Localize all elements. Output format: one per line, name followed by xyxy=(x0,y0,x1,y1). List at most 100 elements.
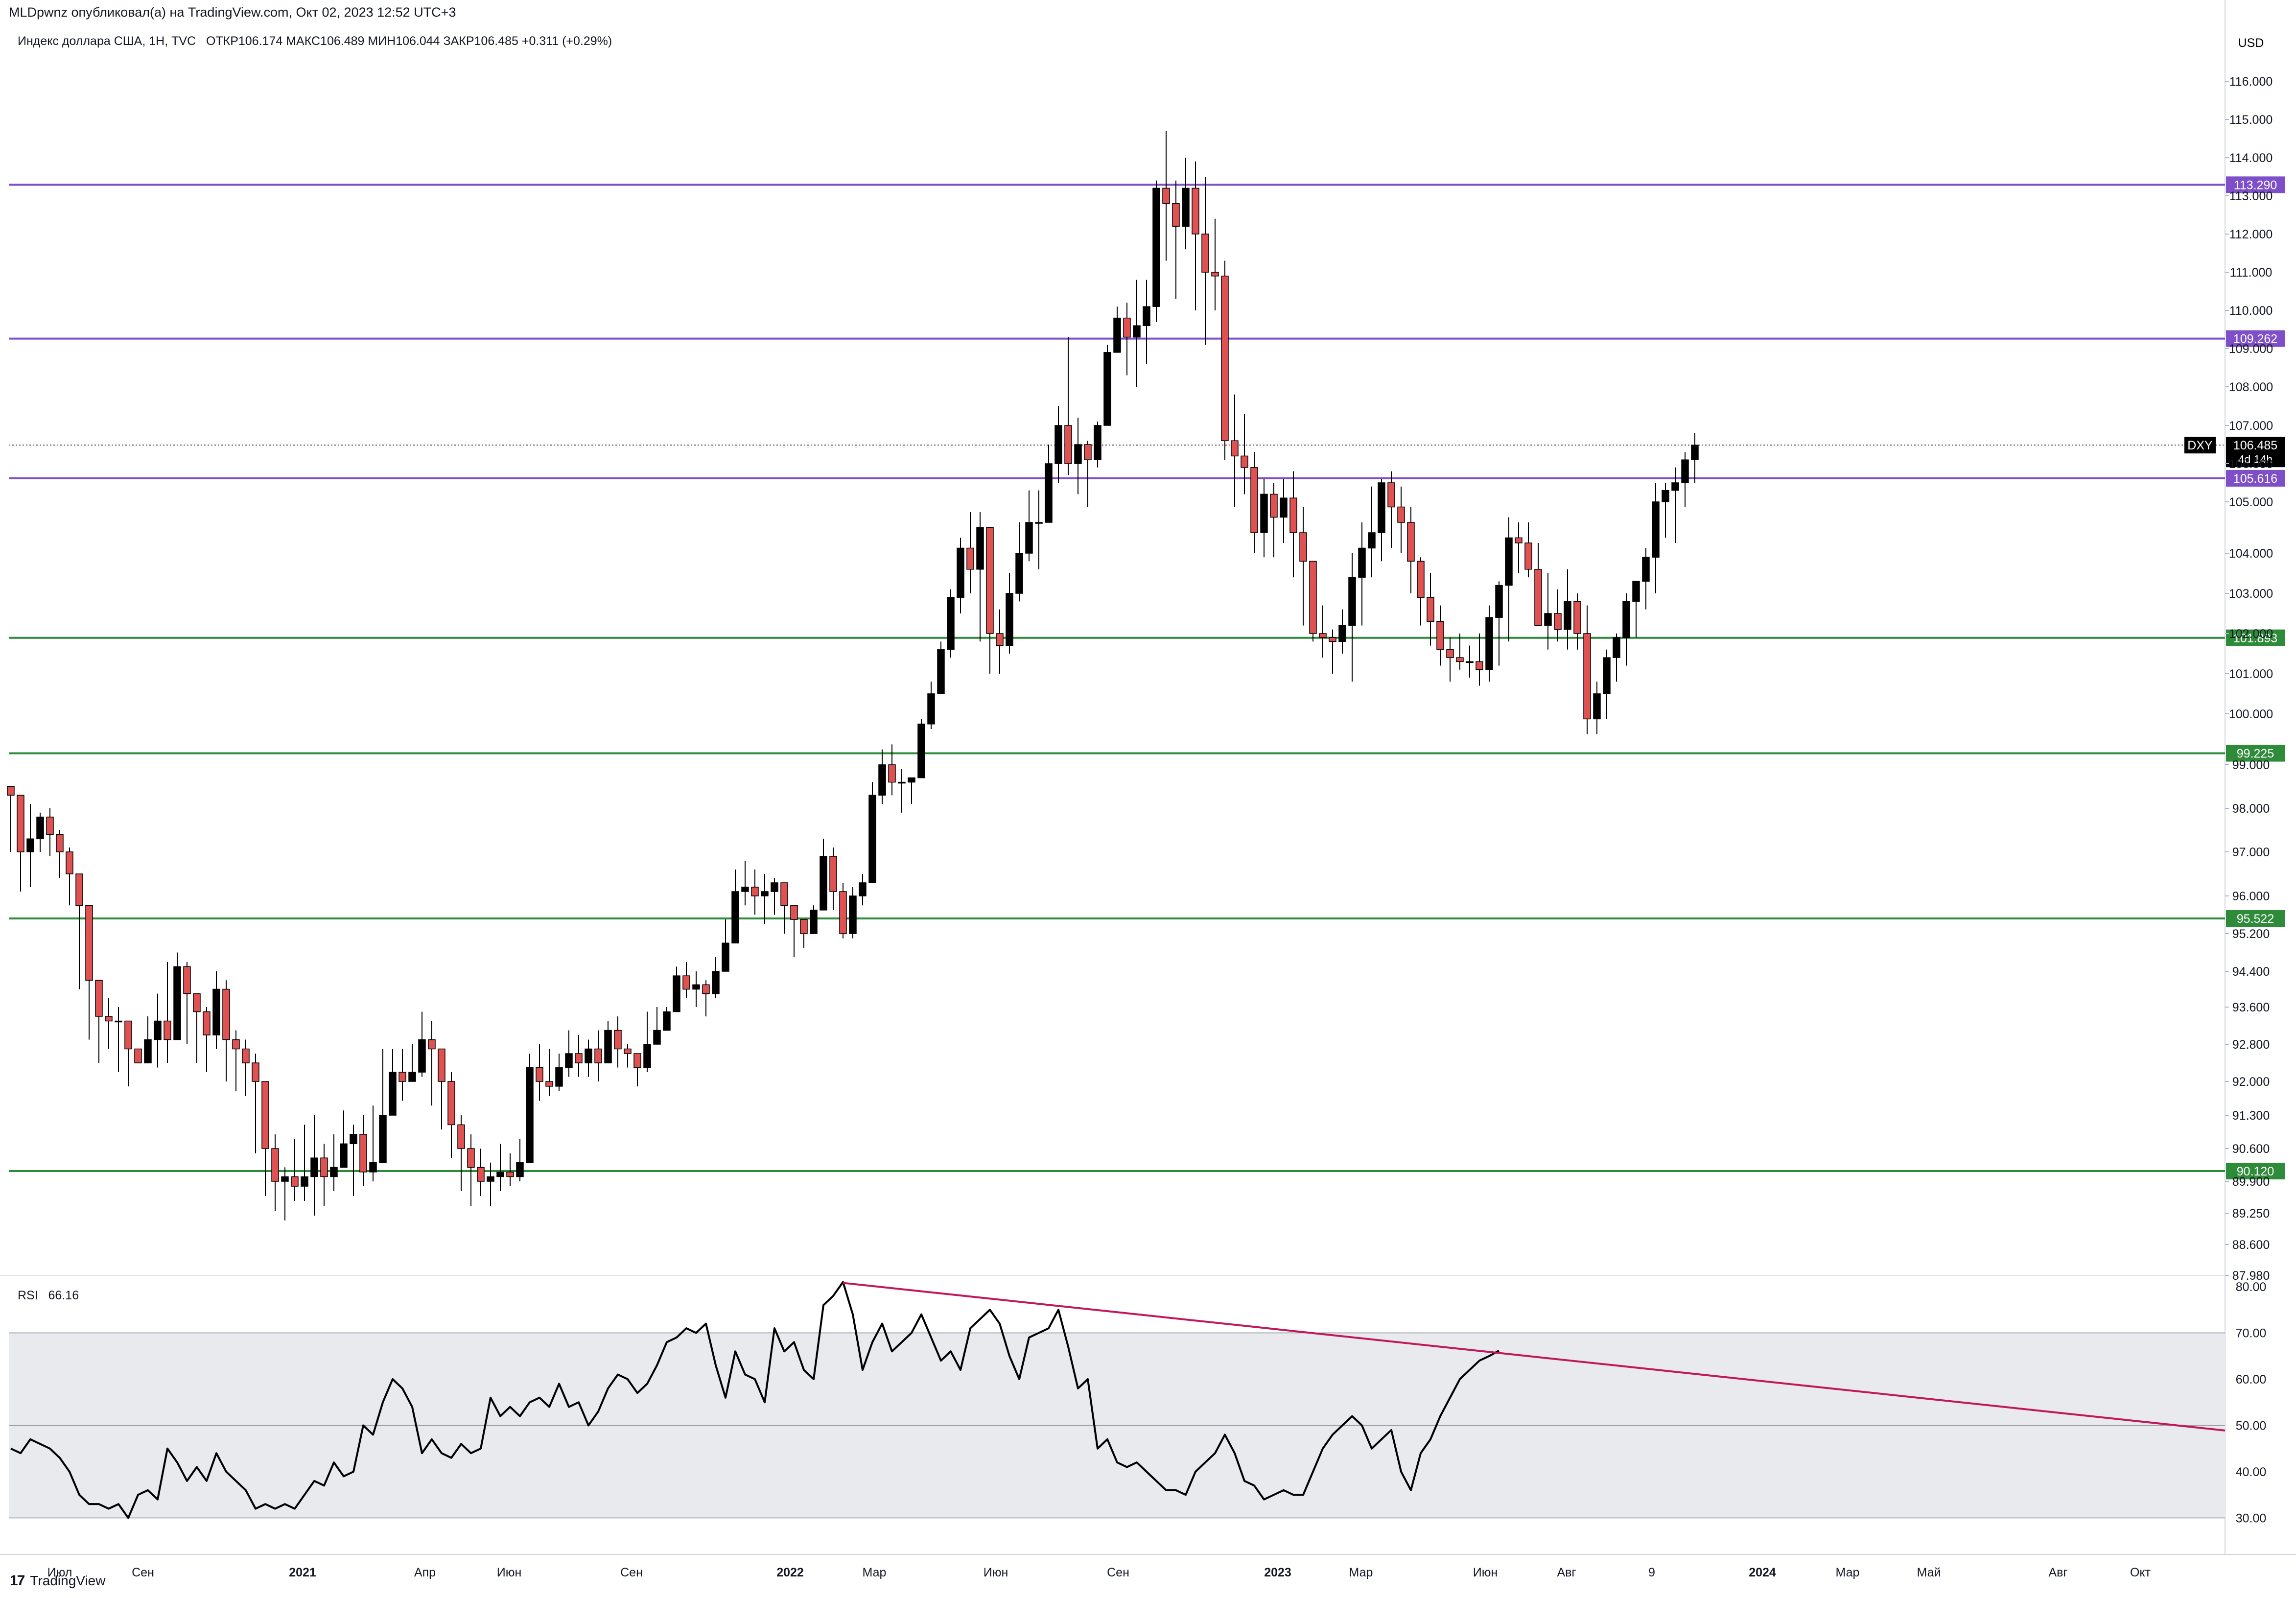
candle-body-down xyxy=(17,795,24,852)
currency-label: USD xyxy=(2238,36,2264,50)
candle-body-up xyxy=(144,1039,152,1063)
price-tick-label: 107.000 xyxy=(2229,419,2273,433)
candle xyxy=(1211,218,1219,310)
candle xyxy=(1270,483,1278,558)
candle xyxy=(447,1072,455,1158)
candle xyxy=(95,980,103,1063)
candle-body-down xyxy=(1172,203,1180,227)
levels-layer: 113.290 109.262 105.616 101.893 99.225 95.522… xyxy=(9,176,2285,1179)
level-tag xyxy=(2226,910,2285,927)
candle-body-up xyxy=(692,984,700,990)
rsi-line xyxy=(10,1281,1499,1519)
rsi-title: RSI xyxy=(18,1289,38,1302)
candle xyxy=(281,1167,289,1221)
candle xyxy=(134,1048,142,1063)
candle xyxy=(947,589,955,658)
candle xyxy=(976,512,984,642)
candle-body-down xyxy=(1319,633,1327,638)
candle-body-up xyxy=(1691,445,1699,460)
candle xyxy=(1446,637,1454,682)
time-tick-label: Июн xyxy=(497,1566,522,1579)
candle-body-down xyxy=(1573,601,1581,634)
candle-body-up xyxy=(1348,577,1356,626)
candle-body-down xyxy=(1329,637,1336,642)
candle-body-up xyxy=(1358,547,1366,578)
candle xyxy=(966,512,974,593)
candle-body-down xyxy=(1211,272,1219,277)
candle-body-down xyxy=(1064,425,1072,464)
candle-body-down xyxy=(1162,188,1170,204)
candle-body-down xyxy=(46,817,54,835)
candle-body-down xyxy=(1476,661,1483,670)
time-tick-label: Окт xyxy=(2130,1566,2151,1579)
candle-body-up xyxy=(1368,532,1376,549)
candle xyxy=(56,830,64,878)
candle-body-down xyxy=(7,786,15,796)
candle-body-up xyxy=(369,1162,377,1173)
candle-body-down xyxy=(467,1148,475,1168)
candle xyxy=(633,1053,641,1086)
candle xyxy=(555,1054,563,1091)
candle-body-up xyxy=(722,942,729,972)
candle xyxy=(682,962,690,998)
candle-body-down xyxy=(986,527,994,634)
candle xyxy=(17,795,24,892)
candle xyxy=(115,1007,122,1072)
candle xyxy=(1074,418,1082,494)
brand-name: TradingView xyxy=(30,1573,106,1588)
candle xyxy=(1123,303,1131,376)
candle xyxy=(849,887,857,939)
candle xyxy=(1544,573,1552,650)
price-tick-label: 104.000 xyxy=(2229,547,2273,561)
candle xyxy=(506,1153,514,1186)
candle-body-down xyxy=(1456,657,1464,662)
tradingview-brand[interactable]: 17 TradingView xyxy=(10,1573,105,1589)
candle xyxy=(193,993,201,1063)
candle xyxy=(467,1134,475,1206)
candle-body-down xyxy=(261,1081,269,1149)
price-tick-label: 93.600 xyxy=(2232,1001,2270,1014)
candle xyxy=(1280,479,1288,543)
countdown-label: 4d 14h xyxy=(2238,453,2273,466)
candle xyxy=(820,839,827,911)
candle-body-down xyxy=(780,882,788,906)
candle xyxy=(614,1016,622,1068)
candle-body-up xyxy=(340,1143,348,1168)
candle xyxy=(271,1134,279,1211)
candle-body-down xyxy=(252,1062,259,1082)
price-tick-label: 88.600 xyxy=(2232,1238,2270,1252)
candle xyxy=(1143,280,1150,364)
candle xyxy=(1691,433,1699,483)
candle xyxy=(1221,260,1229,460)
price-tick-label: 100.000 xyxy=(2229,707,2273,721)
level-tag xyxy=(2226,470,2285,487)
candle xyxy=(1299,507,1307,626)
candle xyxy=(859,874,867,906)
candle-body-up xyxy=(1378,482,1385,533)
candle-body-up xyxy=(820,856,827,911)
candle-body-up xyxy=(1495,585,1503,618)
candle xyxy=(1113,306,1121,353)
candle-body-up xyxy=(487,1176,494,1182)
candle-body-up xyxy=(1662,490,1669,502)
candle xyxy=(369,1105,377,1181)
candle xyxy=(1368,486,1376,578)
price-tick-label: 114.000 xyxy=(2229,151,2273,165)
candle xyxy=(1064,337,1072,475)
candle xyxy=(771,878,778,915)
candle-body-up xyxy=(1113,317,1121,353)
candle xyxy=(340,1110,348,1168)
candle-body-up xyxy=(565,1053,573,1068)
candle-body-down xyxy=(1534,569,1542,626)
candle-body-down xyxy=(1201,234,1209,273)
candle-body-up xyxy=(1054,425,1062,464)
candle xyxy=(154,993,162,1068)
candle-body-down xyxy=(359,1134,367,1173)
candle xyxy=(1006,573,1013,654)
candle xyxy=(1583,605,1591,734)
candle xyxy=(173,952,181,1040)
candle xyxy=(1103,345,1111,426)
candle-body-up xyxy=(1045,463,1053,523)
candle-body-down xyxy=(1407,522,1415,562)
